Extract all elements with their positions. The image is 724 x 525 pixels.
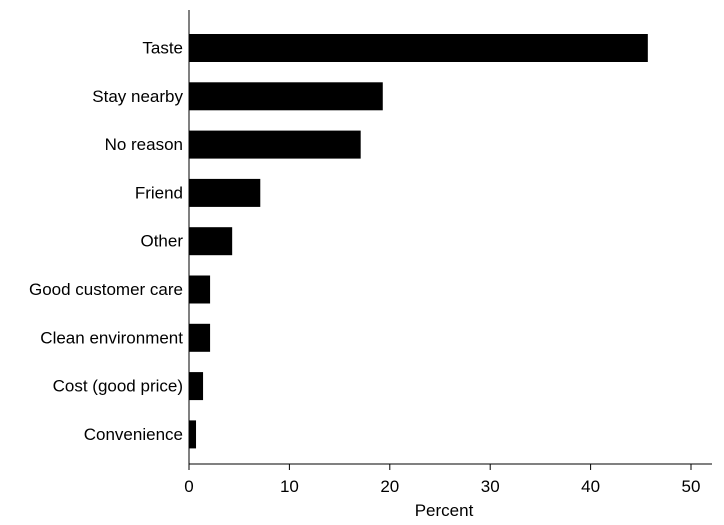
category-label-3: Friend	[135, 183, 183, 202]
category-label-0: Taste	[142, 39, 183, 58]
x-axis-title: Percent	[415, 501, 474, 520]
bar-5	[189, 275, 211, 304]
category-label-6: Clean environment	[40, 328, 183, 347]
x-ticks: 0 10 20 30 40 50	[184, 464, 700, 496]
category-labels: Taste Stay nearby No reason Friend Other Good…	[29, 39, 184, 444]
category-label-4: Other	[140, 232, 183, 251]
x-tick-label-4: 40	[581, 477, 600, 496]
bar-3	[189, 178, 261, 207]
x-tick-label-2: 20	[380, 477, 399, 496]
x-tick-label-5: 50	[682, 477, 701, 496]
axes	[188, 10, 712, 465]
category-label-7: Cost (good price)	[53, 377, 183, 396]
x-tick-label-0: 0	[184, 477, 193, 496]
category-label-8: Convenience	[84, 425, 183, 444]
bar-7	[189, 372, 204, 401]
x-tick-label-3: 30	[481, 477, 500, 496]
bar-0	[189, 34, 648, 62]
category-label-1: Stay nearby	[92, 87, 183, 106]
bar-8	[189, 420, 197, 449]
category-label-5: Good customer care	[29, 280, 183, 299]
category-label-2: No reason	[105, 135, 183, 154]
bars	[189, 34, 648, 449]
bar-4	[189, 227, 233, 256]
x-tick-label-1: 10	[280, 477, 299, 496]
bar-2	[189, 130, 361, 159]
bar-1	[189, 82, 383, 111]
bar-6	[189, 323, 211, 352]
